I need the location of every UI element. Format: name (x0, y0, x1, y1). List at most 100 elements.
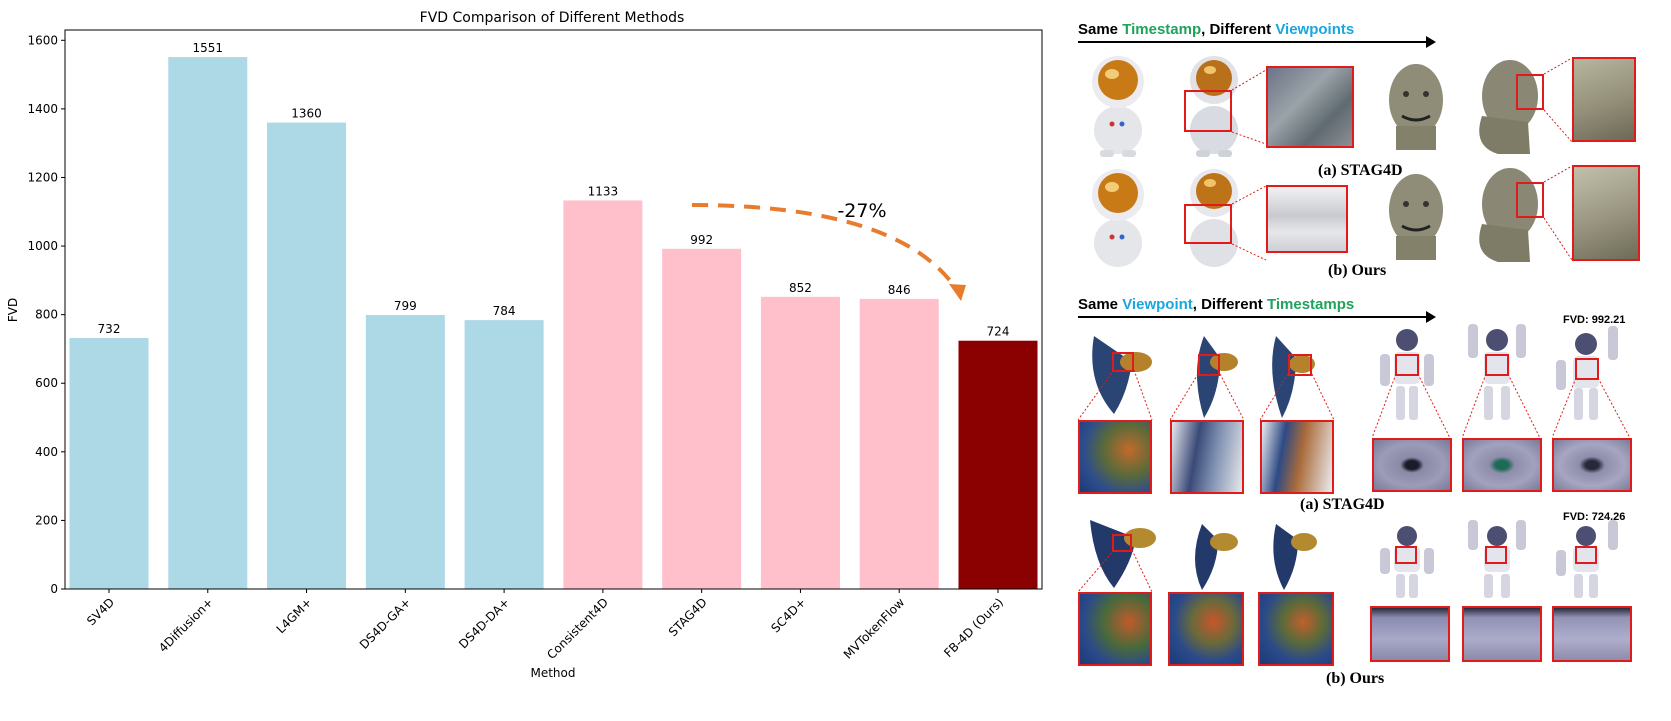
dotted-connector (1232, 185, 1267, 261)
zoomed-crop (1078, 420, 1152, 494)
fvd-ours-label: FVD: 724.26 (1563, 511, 1626, 523)
bar-value-label: 799 (394, 299, 417, 313)
bar (760, 296, 840, 589)
bar-value-label: 732 (98, 322, 121, 336)
bar-value-label: 724 (987, 325, 1010, 339)
bar (662, 248, 742, 589)
caption-ours-bottom: (b) Ours (1326, 670, 1385, 687)
zoomed-crop (1168, 592, 1244, 666)
x-tick-label: MVTokenFlow (841, 595, 908, 662)
zoom-box (1288, 354, 1312, 376)
zoom-box (1198, 354, 1220, 376)
robot-render (1556, 520, 1618, 598)
zoomed-crop (1170, 420, 1244, 494)
astronaut-render (1092, 169, 1144, 267)
bar-value-label: 1551 (193, 41, 224, 55)
qualitative-comparison-panel: Same Timestamp, Different Viewpoints (a (1070, 0, 1671, 721)
astronaut-render (1190, 56, 1238, 157)
y-tick-label: 200 (35, 513, 58, 527)
zoom-box (1184, 204, 1232, 244)
y-tick-label: 1400 (27, 102, 58, 116)
header-text: Same (1078, 296, 1123, 313)
head-render (1479, 168, 1538, 262)
y-tick-label: 1000 (27, 239, 58, 253)
zoomed-crop (1552, 606, 1632, 662)
header-text-blue: Viewpoints (1275, 21, 1355, 38)
bar (69, 337, 149, 589)
zoom-box (1184, 90, 1232, 132)
chart-title: FVD Comparison of Different Methods (420, 10, 685, 26)
fish-render (1272, 336, 1315, 418)
fish-render (1090, 520, 1156, 588)
header-text: , Different (1201, 21, 1276, 38)
y-axis-label: FVD (6, 298, 20, 322)
bar-value-label: 992 (690, 233, 713, 247)
y-tick-label: 600 (35, 376, 58, 390)
dotted-connector (1544, 165, 1573, 261)
zoom-box (1395, 546, 1417, 564)
dotted-connector (1170, 374, 1245, 421)
dotted-connector (1260, 374, 1335, 421)
fvd-stag4d-label: FVD: 992.21 (1563, 314, 1626, 326)
robot-render (1468, 520, 1526, 598)
zoomed-crop (1552, 438, 1632, 492)
robot-render (1380, 329, 1434, 420)
bottom-section-header: Same Viewpoint, Different Timestamps (1078, 296, 1354, 313)
bar (464, 320, 544, 589)
zoomed-crop (1372, 438, 1452, 492)
x-tick-label: DS4D-GA+ (357, 595, 414, 652)
robot-render (1380, 526, 1434, 598)
bar-value-label: 852 (789, 281, 812, 295)
dotted-connector (1078, 370, 1153, 421)
bar-value-label: 1360 (291, 107, 322, 121)
bottom-header-arrow (1078, 311, 1436, 323)
zoomed-crop (1266, 185, 1348, 253)
zoom-box (1516, 182, 1544, 218)
fish-render (1195, 524, 1238, 590)
plot-frame (64, 29, 1043, 590)
bar (365, 314, 445, 589)
head-render (1389, 64, 1443, 150)
bar-value-label: 784 (493, 304, 516, 318)
top-header-arrow (1078, 36, 1436, 48)
dotted-connector (1462, 374, 1541, 439)
top-section-header: Same Timestamp, Different Viewpoints (1078, 21, 1354, 38)
fish-render (1197, 336, 1238, 418)
bar-value-label: 1133 (588, 184, 619, 198)
dotted-connector (1372, 374, 1451, 439)
zoomed-crop (1266, 66, 1354, 148)
fvd-bar-chart: FVD Comparison of Different Methods 0 200… (6, 10, 1043, 680)
bar (563, 200, 643, 590)
zoomed-crop (1078, 592, 1152, 666)
bar (958, 340, 1038, 589)
zoom-box (1112, 352, 1134, 372)
astronaut-render (1092, 56, 1144, 157)
zoomed-crop (1258, 592, 1334, 666)
robot-render (1556, 326, 1618, 420)
caption-ours-top: (b) Ours (1328, 262, 1387, 279)
x-tick-label: FB-4D (Ours) (941, 595, 1006, 660)
reduction-arrow (691, 203, 959, 292)
zoom-box (1575, 358, 1599, 380)
dotted-connector (1552, 378, 1631, 439)
x-tick-label: 4Diffusion+ (156, 595, 216, 655)
y-tick-label: 1200 (27, 170, 58, 184)
header-text: , Different (1192, 296, 1267, 313)
reduction-arrowhead (949, 284, 966, 301)
x-axis-label: Method (530, 666, 575, 680)
head-render (1479, 60, 1538, 154)
x-tick-label: STAG4D (666, 595, 710, 639)
x-tick-label: DS4D-DA+ (456, 595, 512, 651)
zoom-box (1485, 354, 1509, 376)
zoomed-crop (1370, 606, 1450, 662)
header-text-blue: Viewpoint (1122, 296, 1193, 313)
header-text-green: Timestamp (1122, 21, 1202, 38)
y-tick-label: 0 (50, 582, 58, 596)
zoomed-crop (1572, 57, 1636, 142)
header-text: Same (1078, 21, 1123, 38)
reduction-annotation: -27% (837, 200, 886, 222)
x-tick-label: SC4D+ (768, 595, 808, 635)
zoomed-crop (1572, 165, 1640, 261)
x-tick-label: Consistent4D (544, 595, 611, 662)
zoom-box (1575, 546, 1597, 564)
